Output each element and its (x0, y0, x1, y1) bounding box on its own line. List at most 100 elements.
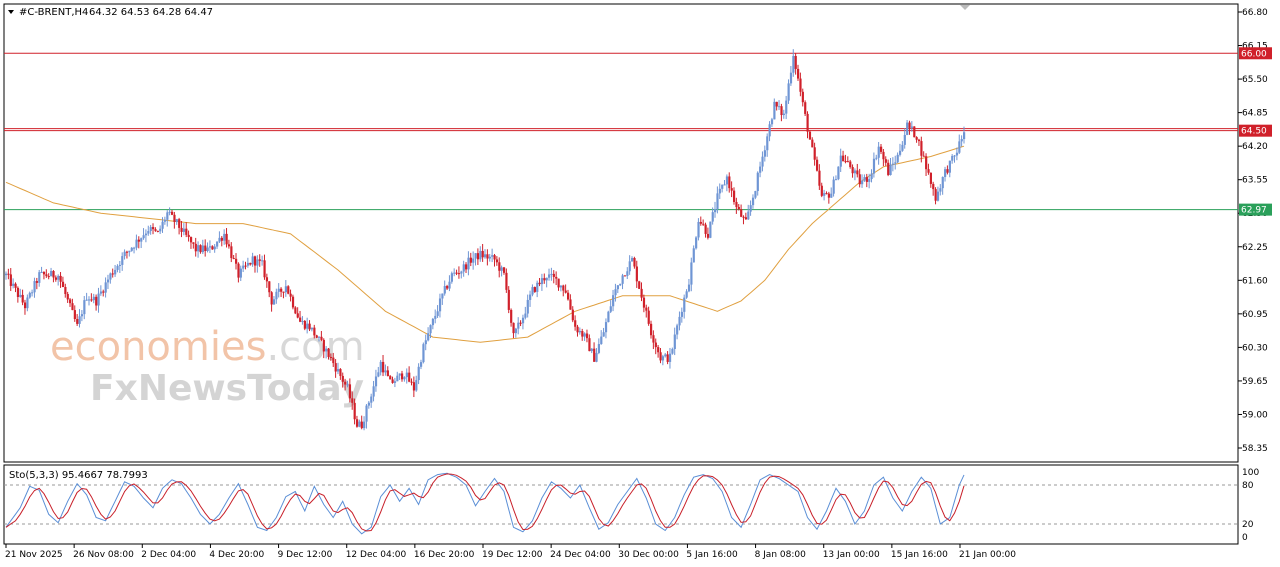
candle-bear (649, 323, 653, 336)
candle-bull (898, 150, 902, 155)
candle-bull (57, 275, 60, 280)
candle-bear (54, 277, 57, 280)
candle-bear (844, 161, 847, 163)
candle-bull (661, 356, 665, 361)
candle-bear (225, 233, 228, 245)
time-tick-label: 21 Nov 2025 (5, 550, 63, 560)
candle-bull (275, 291, 278, 300)
time-tick-label: 19 Dec 12:00 (482, 550, 543, 560)
candle-bear (498, 262, 501, 271)
candle-bear (469, 257, 472, 263)
candle-bear (801, 91, 804, 103)
candle-bull (159, 228, 162, 232)
candle-bull (206, 247, 209, 251)
horizontal-levels[interactable]: 66.00 64.50 62.97 (4, 47, 1272, 216)
chevron-down-icon[interactable] (8, 10, 14, 14)
price-tick-label: 63.55 (1242, 176, 1268, 186)
candle-bear (925, 156, 928, 170)
candle-bear (486, 254, 489, 259)
price-tick-label: 65.50 (1242, 75, 1268, 85)
candle-bear (220, 237, 223, 241)
watermark-line1-b: .com (266, 324, 364, 370)
candle-bull (626, 271, 629, 276)
candle-bear (156, 230, 159, 232)
candle-bull (754, 191, 757, 198)
candle-bull (336, 369, 340, 372)
candle-bull (823, 193, 826, 196)
candle-bull (889, 164, 892, 175)
candle-bull (612, 295, 615, 307)
candle-bull (751, 197, 755, 206)
osc-tick-label: 100 (1242, 468, 1259, 478)
candle-bull (398, 373, 401, 376)
candle-bull (443, 286, 446, 294)
candle-bull (97, 293, 100, 306)
candle-bull (628, 261, 631, 272)
candle-bear (882, 151, 885, 160)
candle-bull (761, 156, 764, 167)
candle-bear (887, 162, 890, 175)
candle-bull (872, 158, 876, 174)
candle-bull (78, 316, 81, 324)
level-badge-label: 62.97 (1241, 206, 1267, 216)
candle-bull (896, 154, 899, 163)
candle-bear (268, 281, 271, 293)
candle-bear (519, 322, 522, 324)
candle-bear (588, 338, 591, 352)
watermark-line1: economies.com (50, 324, 365, 370)
candle-bull (559, 285, 563, 288)
candle-bull (372, 386, 375, 397)
candle-bull (832, 179, 835, 194)
price-tick-label: 66.15 (1242, 42, 1268, 52)
candle-bull (868, 179, 871, 182)
candle-bear (744, 217, 748, 220)
candle-bear (14, 283, 17, 288)
candle-bear (585, 333, 589, 339)
candle-bull (149, 227, 152, 231)
candle-bear (294, 307, 297, 314)
candle-bear (842, 155, 845, 162)
candle-bull (358, 421, 361, 427)
candle-bull (597, 344, 601, 353)
candle-bull (773, 101, 776, 120)
candle-bear (849, 161, 852, 168)
level-badge-66.00 (1239, 47, 1272, 60)
candle-bull (140, 238, 143, 242)
candle-bull (467, 257, 470, 270)
candle-bull (785, 100, 788, 114)
candle-bull (631, 257, 634, 262)
candle-bear (412, 382, 416, 391)
candle-bear (125, 251, 129, 253)
chart-shift-marker-icon[interactable] (960, 5, 970, 10)
candle-bull (721, 184, 724, 189)
candle-bull (256, 259, 259, 266)
candle-bear (740, 209, 743, 217)
candle-bull (128, 250, 131, 253)
candle-bull (417, 366, 420, 381)
candle-bull (621, 275, 624, 284)
osc-tick-label: 0 (1242, 533, 1248, 543)
candle-bull (600, 336, 603, 345)
candle-bull (718, 188, 721, 194)
candle-bull (709, 221, 712, 238)
symbol-label: #C-BRENT,H4 (19, 7, 88, 18)
candle-bear (827, 193, 831, 198)
candle-bear (806, 113, 809, 132)
candle-bull (676, 325, 679, 335)
candle-bull (901, 144, 904, 151)
candle-bull (123, 251, 126, 257)
candle-bull (251, 256, 254, 265)
candle-bull (936, 191, 940, 201)
candle-bull (548, 274, 551, 278)
candle-bull (616, 285, 619, 290)
candle-bull (678, 316, 681, 326)
candle-bull (431, 318, 435, 326)
candle-bear (287, 286, 290, 294)
stoch-k-line (5, 472, 965, 535)
candle-bull (216, 241, 219, 247)
candle-bear (154, 229, 157, 231)
candle-bear (232, 258, 235, 260)
candle-bull (789, 72, 793, 84)
candle-bull (756, 172, 759, 192)
